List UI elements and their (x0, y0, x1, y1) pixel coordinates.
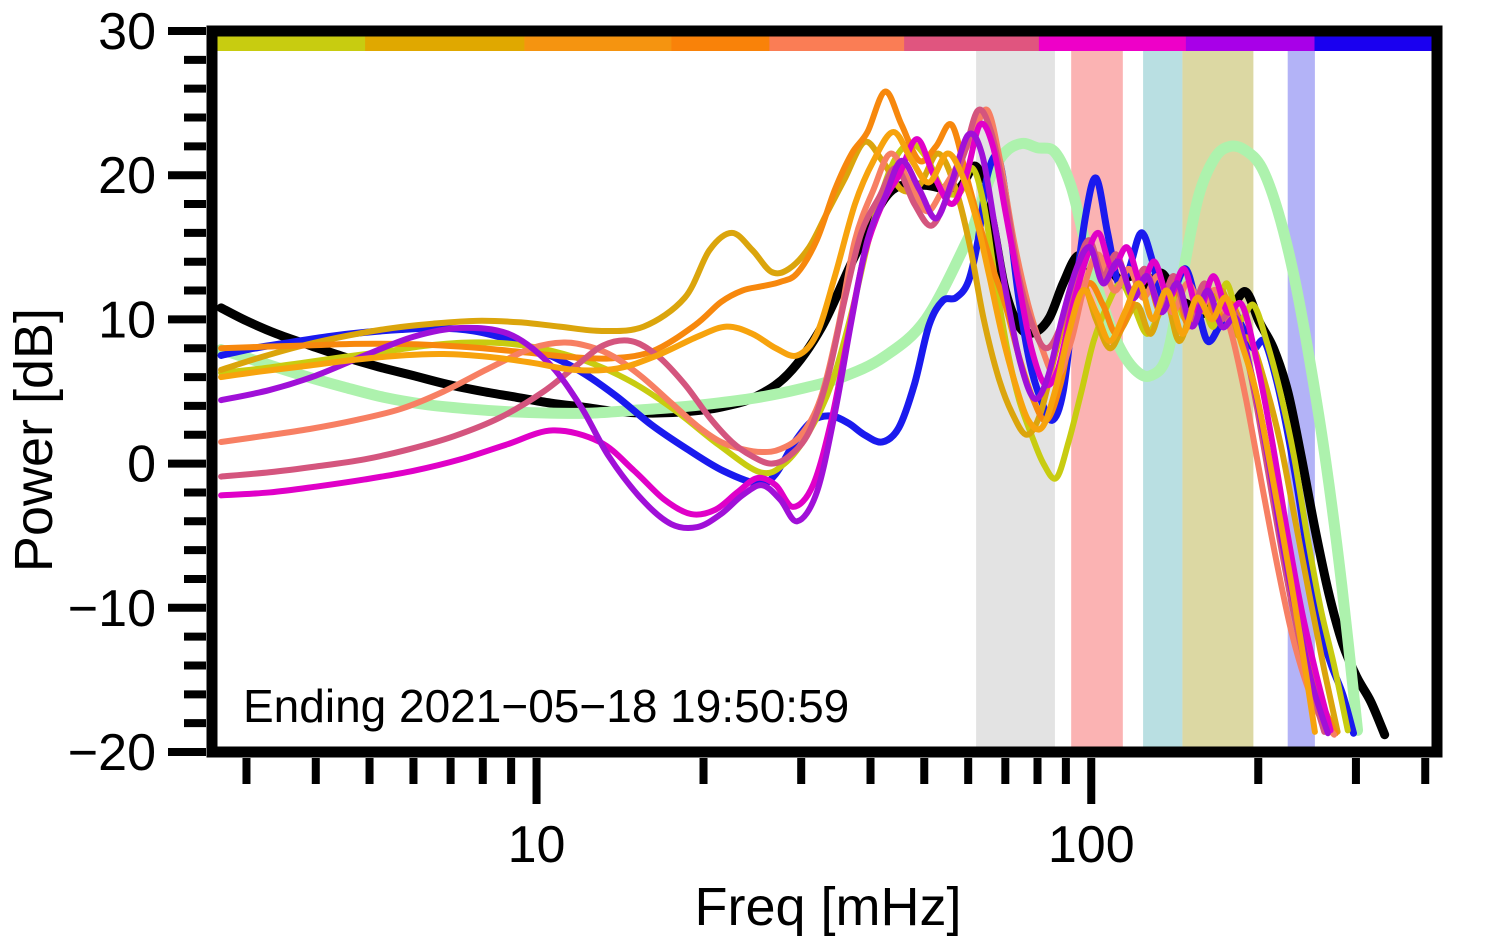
time-colorbar (212, 36, 1438, 51)
colorbar-segment-7 (1185, 36, 1316, 51)
x-axis-title: Freq [mHz] (694, 877, 961, 937)
frame-bottom (206, 746, 1443, 758)
x-tick-label: 10 (508, 816, 566, 874)
colorbar-segment-6 (1038, 36, 1187, 51)
colorbar-segment-4 (769, 36, 905, 51)
y-tick-label: −10 (68, 580, 156, 638)
ending-timestamp-annotation: Ending 2021−05−18 19:50:59 (243, 680, 849, 732)
series-spectrum-olive (218, 140, 1351, 734)
colorbar-segment-2 (524, 36, 673, 51)
series-spectrum-green (215, 137, 1364, 736)
y-tick-label: 10 (98, 291, 156, 349)
y-tick-label: 30 (98, 3, 156, 61)
y-tick-label: 20 (98, 147, 156, 205)
frame-left (206, 25, 218, 758)
series-spectrum-magenta (218, 120, 1334, 734)
colorbar-segment-8 (1314, 36, 1438, 51)
plot-frame (206, 25, 1443, 758)
colorbar-segment-3 (671, 36, 771, 51)
y-tick-label: −20 (68, 724, 156, 782)
band-teal (1143, 31, 1183, 752)
frame-top (206, 25, 1443, 37)
colorbar-segment-1 (365, 36, 526, 51)
colorbar-segment-0 (212, 36, 366, 51)
colorbar-segment-5 (904, 36, 1040, 51)
axis-ticks (168, 27, 1430, 804)
series-spectrum-darkorange (218, 128, 1318, 735)
spectra-curves (215, 88, 1390, 740)
y-tick-label: 0 (127, 436, 156, 494)
x-tick-label: 100 (1048, 816, 1135, 874)
y-axis-title: Power [dB] (4, 308, 64, 572)
frame-right (1431, 25, 1443, 758)
